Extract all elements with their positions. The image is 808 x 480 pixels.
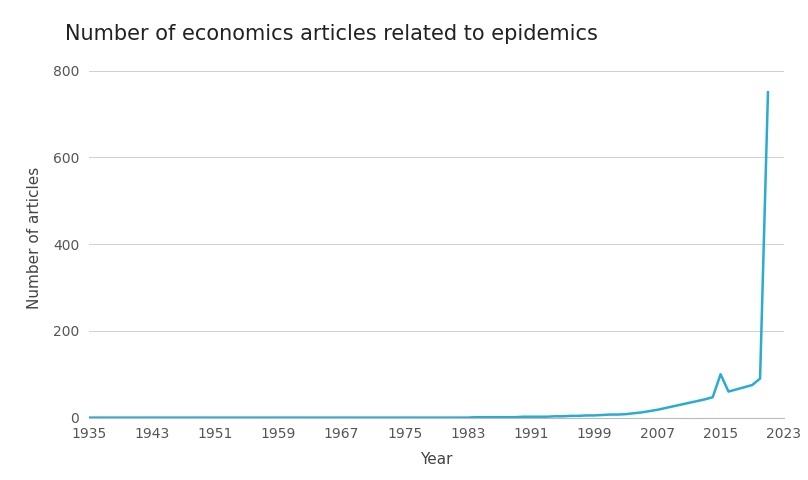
Y-axis label: Number of articles: Number of articles (27, 167, 42, 309)
X-axis label: Year: Year (420, 453, 452, 468)
Text: Number of economics articles related to epidemics: Number of economics articles related to … (65, 24, 597, 44)
